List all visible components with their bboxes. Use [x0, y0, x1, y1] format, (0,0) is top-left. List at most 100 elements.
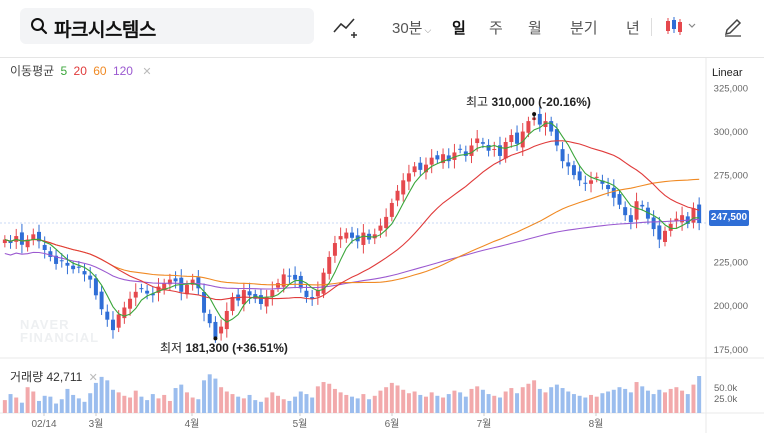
period-year[interactable]: 년 — [626, 20, 640, 37]
candle-body — [600, 180, 605, 184]
candle-body — [617, 194, 622, 205]
candle-body — [623, 207, 628, 216]
volume-bar — [105, 380, 110, 413]
stock-search-box[interactable]: 파크시스템스 — [20, 8, 314, 44]
candle-body — [219, 326, 224, 334]
candle-body — [48, 251, 53, 257]
candle-body — [338, 236, 343, 240]
candle-body — [344, 232, 349, 239]
period-day[interactable]: 일 — [452, 20, 466, 37]
candle-body — [469, 145, 474, 156]
volume-bar — [412, 391, 417, 413]
candle-body — [315, 290, 320, 297]
volume-bar — [361, 394, 366, 413]
volume-bar — [634, 382, 639, 413]
volume-bar — [327, 383, 332, 413]
volume-bar — [264, 397, 269, 413]
volume-bar — [93, 382, 98, 413]
candle-body — [14, 236, 19, 242]
candle-body — [167, 279, 172, 285]
candle-body — [560, 149, 565, 162]
volume-bar — [640, 386, 645, 413]
volume-bar — [184, 392, 189, 413]
candle-body — [350, 232, 354, 238]
candle-body — [583, 182, 588, 184]
volume-bar — [651, 394, 656, 413]
volume-bar — [691, 384, 696, 413]
volume-bar — [179, 384, 184, 413]
volume-bar — [668, 388, 673, 413]
volume-bar — [25, 387, 30, 413]
y-tick-label: 175,000 — [714, 345, 748, 356]
search-icon — [31, 18, 48, 35]
volume-bar — [236, 396, 241, 413]
candle-body — [258, 295, 263, 304]
volume-bar — [497, 397, 502, 413]
candle-body — [566, 162, 571, 167]
candle-body — [42, 244, 47, 250]
volume-bar — [167, 400, 172, 413]
ma120-label: 120 — [112, 64, 133, 78]
candle-body — [674, 218, 679, 222]
y-tick-label: 300,000 — [714, 127, 748, 138]
low-prefix: 최저 — [160, 341, 183, 355]
candle-body — [680, 215, 685, 223]
candle-body — [230, 297, 235, 311]
candle-body — [395, 190, 400, 201]
ma5-line — [4, 122, 700, 323]
volume-bar — [532, 380, 537, 413]
volume-bar — [241, 398, 246, 413]
candle-body — [594, 176, 599, 178]
volume-bar — [54, 403, 59, 413]
volume-bar — [515, 393, 520, 413]
volume-bar — [594, 396, 599, 413]
volume-bar — [270, 392, 275, 413]
volume-bar — [486, 394, 491, 413]
chart-type-candle-icon[interactable] — [664, 16, 700, 36]
volume-bar — [71, 394, 76, 413]
pencil-icon[interactable] — [722, 16, 744, 38]
volume-bar — [554, 384, 559, 413]
y-tick-label: 275,000 — [714, 171, 748, 182]
draw-trendline-icon[interactable] — [332, 14, 358, 40]
period-30min[interactable]: 30분 ⌵ — [392, 20, 432, 37]
volume-bar — [230, 394, 235, 413]
volume-bar — [156, 398, 161, 413]
close-icon[interactable]: ✕ — [142, 66, 152, 78]
close-icon[interactable]: ✕ — [88, 372, 98, 384]
volume-bar — [173, 388, 178, 413]
candle-body — [537, 113, 542, 125]
candle-body — [497, 145, 502, 156]
scale-mode-button[interactable]: Linear — [712, 67, 743, 79]
candle-body — [634, 201, 639, 220]
volume-bar — [623, 388, 628, 413]
candle-body — [139, 288, 144, 290]
volume-bar — [628, 392, 633, 413]
candle-body — [429, 157, 434, 165]
candle-body — [543, 121, 548, 128]
volume-bar — [469, 388, 474, 413]
low-annotation: 최저 181,300 (+36.51%) — [160, 339, 288, 356]
volume-bar — [65, 388, 70, 413]
period-week[interactable]: 주 — [489, 20, 503, 37]
volume-bar — [202, 380, 207, 413]
moving-average-legend[interactable]: 이동평균 5 20 60 120 ✕ — [10, 62, 155, 79]
period-month[interactable]: 월 — [528, 20, 542, 37]
volume-bar — [2, 400, 7, 413]
candle-body — [657, 225, 662, 240]
volume-bar — [116, 392, 121, 413]
stock-name[interactable]: 파크시스템스 — [54, 20, 156, 41]
volume-bar — [520, 387, 525, 413]
volume-bar — [258, 401, 263, 413]
candle-body — [606, 185, 611, 190]
volume-bar — [384, 387, 389, 413]
candle-body — [162, 283, 167, 291]
volume-bar — [606, 391, 611, 413]
volume-legend[interactable]: 거래량 42,711 ✕ — [10, 368, 98, 385]
price-chart[interactable]: 325,000300,000275,000250,000225,000200,0… — [0, 58, 764, 433]
volume-bar — [435, 395, 440, 413]
volume-bar — [150, 394, 155, 413]
period-quarter[interactable]: 분기 — [570, 20, 598, 37]
volume-bar — [133, 390, 138, 413]
candle-body — [247, 291, 252, 296]
